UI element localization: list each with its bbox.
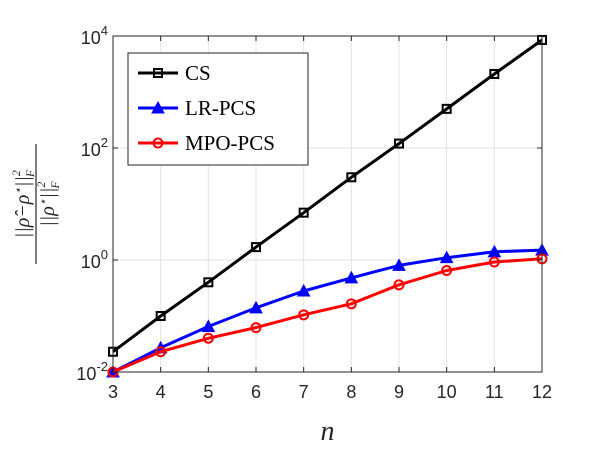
data-point-mpo-pcs: [250, 322, 262, 334]
data-point-mpo-pcs: [155, 346, 167, 358]
x-tick-label: 4: [156, 382, 166, 402]
series-cs: [108, 34, 547, 357]
data-point-cs: [155, 311, 166, 321]
y-tick-label: 10-2: [76, 359, 108, 384]
legend-label: LR-PCS: [185, 96, 256, 120]
legend-marker: [153, 68, 163, 78]
x-tick-label: 11: [485, 382, 504, 402]
data-point-cs: [203, 277, 214, 288]
data-point-lr-pcs: [249, 300, 263, 314]
legend-marker: [151, 100, 165, 114]
data-point-cs: [346, 172, 357, 183]
series-line-mpo-pcs: [112, 257, 543, 374]
y-label-denominator: ||ρ⋆||2F: [34, 181, 62, 227]
legend-item-mpo-pcs: MPO-PCS: [138, 131, 275, 155]
legend: CS LR-PCS MPO-PCS: [127, 52, 309, 166]
ticks: 3 4 5 6 7 8 9 10 11 12 10-2 100 102 104: [76, 23, 552, 402]
legend-label: CS: [185, 61, 211, 85]
y-tick-label: 102: [81, 135, 108, 160]
x-tick-label: 6: [251, 382, 261, 402]
y-label-numerator: ||ρ̂−ρ⋆||2F: [9, 169, 37, 238]
y-tick-label: 100: [81, 247, 108, 272]
data-point-mpo-pcs: [441, 264, 453, 276]
legend-item-lr-pcs: LR-PCS: [138, 96, 256, 120]
data-point-mpo-pcs: [202, 332, 214, 344]
x-tick-label: 8: [346, 382, 356, 402]
data-point-lr-pcs: [392, 258, 406, 271]
data-point-cs: [441, 103, 452, 114]
x-axis-label: n: [321, 416, 335, 447]
data-point-mpo-pcs: [393, 279, 405, 291]
series-line-lr-pcs: [112, 248, 543, 374]
data-point-cs: [251, 242, 261, 253]
data-point-lr-pcs: [296, 283, 311, 297]
series-line-cs: [112, 38, 543, 353]
data-point-lr-pcs: [439, 250, 454, 264]
data-point-mpo-pcs: [488, 256, 500, 268]
legend-label: MPO-PCS: [185, 131, 275, 155]
plot-frame: [112, 35, 543, 373]
x-tick-label: 9: [394, 382, 404, 402]
x-tick-label: 10: [437, 382, 457, 402]
data-point-cs: [489, 68, 500, 79]
data-point-lr-pcs: [344, 270, 359, 284]
series-group: [106, 34, 549, 378]
x-tick-label: 5: [203, 382, 213, 402]
data-point-lr-pcs: [201, 319, 216, 332]
data-point-cs: [394, 138, 404, 149]
legend-marker: [152, 137, 164, 149]
series-mpo-pcs: [107, 253, 548, 378]
x-tick-label: 7: [299, 382, 309, 402]
x-tick-label: 12: [532, 382, 552, 402]
y-axis-label: ||ρ̂−ρ⋆||2F||ρ⋆||2F: [9, 144, 62, 264]
y-tick-label: 104: [81, 23, 108, 48]
data-point-cs: [298, 207, 309, 218]
data-point-mpo-pcs: [298, 309, 310, 321]
legend-item-cs: CS: [138, 61, 211, 85]
x-tick-label: 3: [108, 382, 118, 402]
data-point-mpo-pcs: [345, 298, 357, 310]
